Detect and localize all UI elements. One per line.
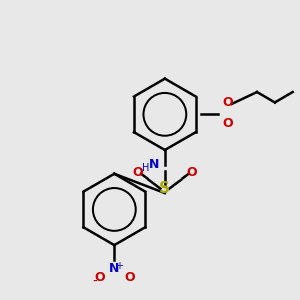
Text: O: O: [222, 117, 232, 130]
Text: O: O: [94, 271, 105, 284]
Text: S: S: [159, 181, 170, 196]
Text: N: N: [149, 158, 160, 171]
Text: O: O: [124, 271, 134, 284]
Text: O: O: [133, 166, 143, 179]
Text: -: -: [93, 275, 98, 289]
Text: O: O: [186, 166, 197, 179]
Text: N: N: [109, 262, 119, 275]
Text: +: +: [115, 261, 123, 271]
Text: H: H: [142, 163, 149, 173]
Text: O: O: [222, 96, 232, 109]
